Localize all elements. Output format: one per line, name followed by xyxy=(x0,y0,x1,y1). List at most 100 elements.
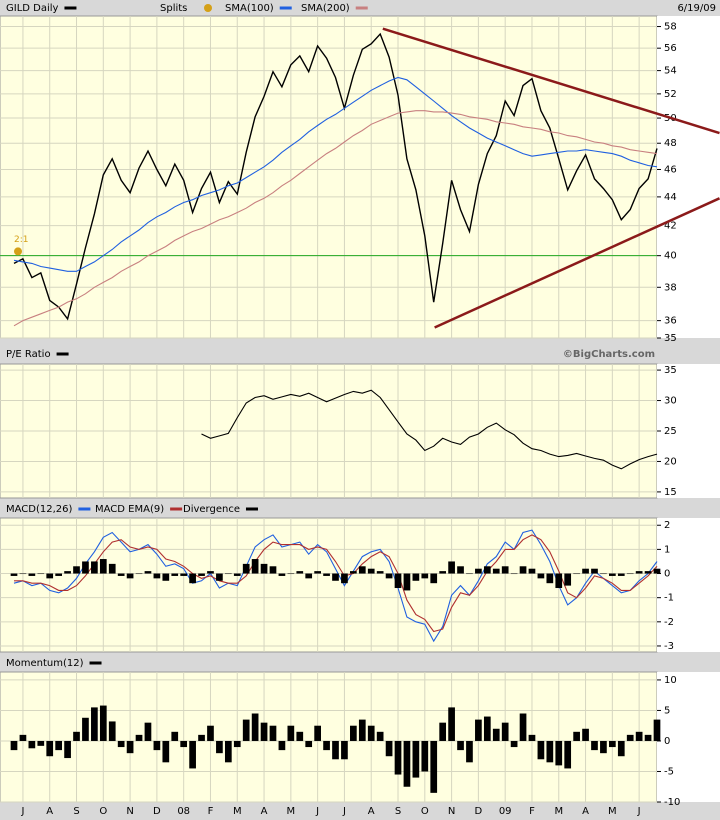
y-tick-label: 56 xyxy=(664,43,677,54)
bar xyxy=(332,740,339,760)
bar xyxy=(198,734,205,741)
bar xyxy=(573,731,580,741)
bar xyxy=(421,573,429,579)
legend-label: P/E Ratio xyxy=(6,349,51,360)
bar xyxy=(153,740,161,751)
bar xyxy=(207,725,214,741)
y-tick-label: -1 xyxy=(664,593,674,604)
source-credit: ©BigCharts.com xyxy=(563,349,655,360)
x-tick-label: 08 xyxy=(177,806,190,817)
series-line xyxy=(13,32,658,321)
bar xyxy=(376,571,384,574)
bar xyxy=(189,740,196,769)
x-tick-label: A xyxy=(368,806,375,817)
x-tick-label: S xyxy=(395,806,401,817)
bar xyxy=(528,568,536,574)
x-tick-label: A xyxy=(582,806,589,817)
bar xyxy=(519,713,527,741)
y-tick-label: 0 xyxy=(664,569,670,580)
bar xyxy=(564,573,572,586)
legend-label: Divergence xyxy=(183,504,240,515)
bar xyxy=(492,728,500,741)
legend-swatch xyxy=(170,507,183,511)
trendline xyxy=(382,27,720,135)
y-tick-label: 0 xyxy=(664,736,670,747)
bar xyxy=(403,573,411,591)
bar xyxy=(28,740,36,749)
x-tick-label: D xyxy=(153,806,161,817)
bar xyxy=(117,573,125,576)
bar xyxy=(19,734,27,741)
split-label: 2:1 xyxy=(14,235,28,245)
bar xyxy=(171,731,179,741)
bar xyxy=(358,566,366,574)
bar xyxy=(608,573,616,576)
y-tick-label: 38 xyxy=(664,282,677,293)
bar xyxy=(305,573,313,579)
bar xyxy=(126,740,134,754)
bar xyxy=(251,713,259,741)
x-tick-label: A xyxy=(261,806,268,817)
bar xyxy=(376,731,384,741)
bar xyxy=(385,740,393,757)
bar xyxy=(608,740,616,748)
bar xyxy=(635,731,643,741)
legend-swatch xyxy=(245,507,258,511)
bar xyxy=(341,573,348,584)
bar xyxy=(483,566,491,574)
bar xyxy=(394,740,402,775)
y-tick-label: 1 xyxy=(664,544,670,555)
y-tick-label: 10 xyxy=(664,675,677,686)
x-tick-label: M xyxy=(287,806,296,817)
x-tick-label: J xyxy=(342,806,346,817)
y-tick-label: 48 xyxy=(664,138,677,149)
bar xyxy=(126,573,134,579)
bar xyxy=(439,722,447,741)
bar xyxy=(10,740,18,751)
bar xyxy=(626,734,634,741)
bar xyxy=(278,740,286,751)
bar xyxy=(37,740,45,746)
y-tick-label: 25 xyxy=(664,426,677,437)
legend-swatch xyxy=(78,507,91,511)
bar xyxy=(439,571,447,574)
bar xyxy=(519,566,527,574)
bar xyxy=(483,716,491,741)
bar xyxy=(600,573,607,575)
x-tick-label: 09 xyxy=(499,806,512,817)
legend-label: SMA(100) xyxy=(225,3,274,14)
bar xyxy=(180,740,188,748)
legend-swatch xyxy=(204,4,212,12)
legend-label: GILD Daily xyxy=(6,3,59,14)
bar xyxy=(207,571,214,574)
bar xyxy=(153,573,161,579)
bar xyxy=(367,568,375,574)
y-tick-label: 54 xyxy=(664,66,677,77)
bar xyxy=(269,566,277,574)
bar xyxy=(269,725,277,741)
bar xyxy=(82,717,89,741)
bar xyxy=(367,725,375,741)
bar xyxy=(653,568,661,574)
bar xyxy=(412,740,420,778)
y-tick-label: -10 xyxy=(664,797,680,808)
bar xyxy=(305,740,313,748)
bar xyxy=(216,740,223,754)
x-tick-label: M xyxy=(608,806,617,817)
bar xyxy=(394,573,402,589)
bar xyxy=(19,573,27,575)
bar xyxy=(653,719,661,741)
bar xyxy=(591,568,598,574)
bar xyxy=(260,563,268,574)
x-tick-label: F xyxy=(208,806,214,817)
bar xyxy=(323,740,330,751)
bar xyxy=(144,722,152,741)
bar xyxy=(644,571,652,574)
bar xyxy=(135,573,143,575)
bar xyxy=(73,731,80,741)
y-tick-label: -5 xyxy=(664,766,674,777)
bar xyxy=(46,573,54,579)
y-tick-label: 35 xyxy=(664,365,677,376)
bar xyxy=(135,734,143,741)
legend-swatch xyxy=(89,661,102,665)
